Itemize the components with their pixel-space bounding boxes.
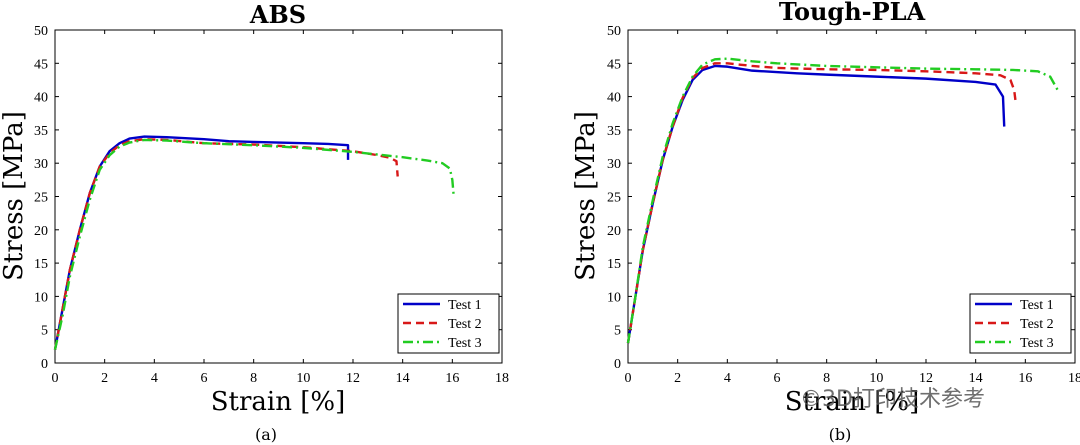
y-tick-label: 45 [607,57,621,72]
x-tick-label: 4 [724,371,731,386]
x-tick-label: 8 [250,371,257,386]
series-line-test-3 [626,57,1059,344]
x-tick-label: 18 [1068,371,1080,386]
chart-title: ABS [249,0,306,29]
x-tick-label: 12 [919,371,933,386]
y-tick-label: 30 [607,157,621,172]
x-tick-label: 12 [346,371,360,386]
y-tick-label: 15 [34,257,48,272]
y-tick-label: 50 [607,24,621,39]
y-tick-label: 15 [607,257,621,272]
x-tick-label: 10 [869,371,883,386]
y-ticks: 0 5 10 15 20 25 30 35 40 45 50 [607,24,1075,372]
y-axis-label: Stress [MPa] [571,111,601,281]
y-tick-label: 40 [607,91,621,106]
x-ticks: 0 2 4 6 8 10 12 14 16 18 [52,30,509,386]
y-tick-label: 10 [34,290,48,305]
y-tick-label: 45 [34,57,48,72]
y-tick-label: 20 [607,224,621,239]
x-tick-label: 2 [101,371,108,386]
y-tick-label: 20 [34,224,48,239]
x-tick-label: 16 [1018,371,1032,386]
x-tick-label: 6 [201,371,208,386]
legend-label: Test 1 [448,298,482,313]
x-ticks: 0 2 4 6 8 10 12 14 16 18 [625,30,1080,386]
y-tick-label: 35 [607,124,621,139]
y-tick-label: 25 [34,191,48,206]
legend-label: Test 2 [1020,317,1054,332]
x-tick-label: 14 [396,371,410,386]
series-line-test-2 [626,62,1017,344]
x-axis-label: Strain [%] [211,387,346,417]
y-tick-label: 25 [607,191,621,206]
x-tick-label: 4 [151,371,158,386]
x-axis-label: Strain [%] [785,387,920,417]
x-tick-label: 16 [445,371,459,386]
x-tick-label: 14 [969,371,983,386]
series-lines [53,135,455,350]
x-tick-label: 18 [495,371,509,386]
legend-label: Test 2 [448,317,482,332]
legend: Test 1 Test 2 Test 3 [397,293,500,354]
series-line-test-3 [53,138,455,350]
y-tick-label: 5 [41,324,48,339]
panel-tough-pla: Tough-PLA 0 2 4 6 8 10 12 14 16 18 0 5 10 15 20 25 30 35… [571,0,1080,444]
x-tick-label: 0 [52,371,59,386]
x-tick-label: 2 [674,371,681,386]
y-tick-label: 10 [607,290,621,305]
watermark: ©3D打印技术参考 [800,387,985,412]
legend-label: Test 3 [448,336,482,351]
y-tick-label: 35 [34,124,48,139]
y-axis-label: Stress [MPa] [0,111,29,281]
series-line-test-2 [53,138,399,350]
x-tick-label: 6 [774,371,781,386]
x-tick-label: 8 [823,371,830,386]
panel-caption: (b) [829,425,852,444]
x-tick-label: 0 [625,371,632,386]
legend-label: Test 1 [1020,298,1054,313]
y-tick-label: 30 [34,157,48,172]
panel-abs: ABS 0 2 4 6 8 10 12 14 16 18 0 5 10 15 20 25 30 35 40 45 50… [0,0,509,444]
chart-title: Tough-PLA [779,0,926,26]
legend-label: Test 3 [1020,336,1054,351]
x-tick-label: 10 [296,371,310,386]
y-tick-label: 40 [34,91,48,106]
series-lines [626,57,1059,344]
y-tick-label: 50 [34,24,48,39]
y-ticks: 0 5 10 15 20 25 30 35 40 45 50 [34,24,502,372]
y-tick-label: 0 [614,357,621,372]
legend: Test 1 Test 2 Test 3 [969,293,1072,354]
y-tick-label: 0 [41,357,48,372]
y-tick-label: 5 [614,324,621,339]
panel-caption: (a) [255,425,277,444]
